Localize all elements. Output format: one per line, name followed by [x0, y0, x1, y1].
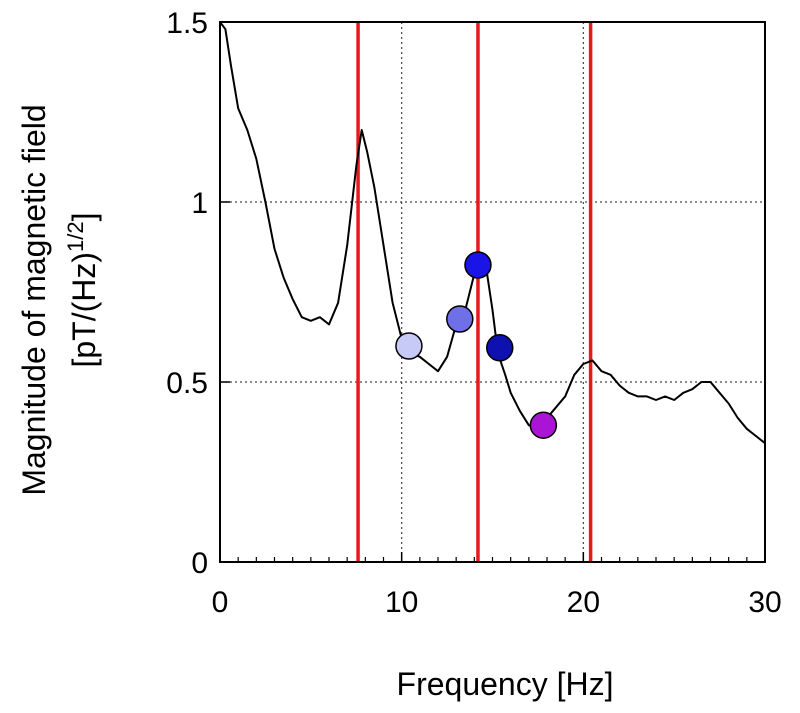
x-tick-label: 20 — [567, 586, 600, 619]
y-tick-label: 1.5 — [166, 7, 208, 40]
tick-labels-layer: 0 10 20 30 0 0.5 1 1.5 — [166, 7, 781, 619]
markers-layer — [395, 251, 558, 439]
y-tick-label: 0 — [191, 547, 208, 580]
plot-frame — [219, 21, 766, 563]
y-tick-label: 0.5 — [166, 367, 208, 400]
data-marker-2 — [446, 305, 474, 333]
y-axis-unit-exponent: 1/2 — [63, 221, 88, 252]
x-tick-label: 10 — [385, 586, 418, 619]
red-lines-layer — [356, 22, 593, 562]
series-line-spectrum — [219, 21, 766, 444]
y-axis-unit-base: [pT/(Hz) — [66, 252, 102, 368]
y-axis-unit-close: ] — [66, 212, 102, 221]
x-tick-label: 30 — [748, 586, 781, 619]
y-tick-label: 1 — [191, 187, 208, 220]
x-axis-title: Frequency [Hz] — [397, 666, 614, 702]
data-marker-1 — [395, 332, 423, 360]
grid-layer — [220, 22, 765, 562]
ticks-layer — [219, 21, 766, 563]
x-tick-label: 0 — [212, 586, 229, 619]
data-marker-3 — [464, 251, 492, 279]
y-axis-title-line1: Magnitude of magnetic field — [16, 104, 52, 495]
y-axis-title-line2: [pT/(Hz)1/2] — [63, 212, 102, 367]
data-marker-4 — [486, 334, 514, 362]
data-marker-5 — [529, 411, 558, 439]
